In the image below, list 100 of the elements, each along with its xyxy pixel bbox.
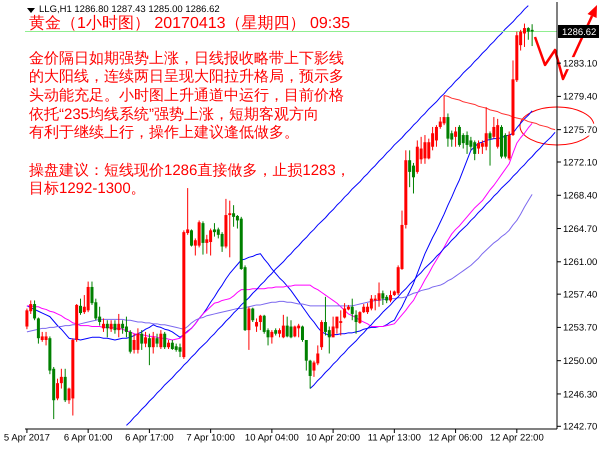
- candlestick: [473, 140, 476, 161]
- line-series: [444, 94, 556, 130]
- candlestick: [286, 316, 289, 338]
- candlestick: [530, 24, 534, 47]
- y-tick-label: 1257.40: [563, 289, 598, 300]
- candlestick: [522, 23, 526, 48]
- candlestick: [354, 310, 358, 334]
- candlestick: [170, 340, 174, 350]
- candlestick: [328, 326, 331, 354]
- y-tick-label: 1275.70: [563, 124, 598, 136]
- candlestick: [251, 307, 254, 323]
- candlestick: [255, 318, 258, 332]
- y-tick-label: 1264.70: [563, 224, 598, 235]
- candlestick: [56, 378, 60, 401]
- y-tick-label: 1279.40: [563, 92, 598, 103]
- candlestick: [282, 314, 285, 339]
- candlestick: [178, 343, 182, 358]
- candlestick: [484, 106, 488, 151]
- y-tick-label: 1242.70: [563, 422, 598, 433]
- candlestick: [300, 325, 304, 342]
- candlestick: [117, 313, 120, 338]
- x-tick-label: 11 Apr 13:00: [368, 432, 421, 444]
- annotation: 金价隔日如期强势上涨，日线报收略带上下影线的大阳线，连续两日呈现大阳拉升格局，预示多头动能充足。小时图上升通道中运行，目前价格依托“235均线系统”强势上涨，短期客观方向有利于继续上行，操作上建议逢低做多。: [29, 50, 345, 144]
- candlestick: [446, 112, 450, 148]
- candlestick: [297, 323, 300, 338]
- candlestick: [477, 140, 480, 154]
- y-tick-label: 1246.30: [563, 389, 598, 400]
- candlestick: [366, 302, 370, 314]
- candlestick: [110, 320, 113, 332]
- candlestick: [454, 126, 458, 148]
- candlestick: [389, 290, 392, 303]
- candlestick: [132, 333, 136, 354]
- candlestick: [293, 325, 296, 338]
- candlestick: [232, 204, 236, 228]
- text: 黄金（1小时图） 20170413（星期四） 09:35: [29, 14, 350, 34]
- candlestick: [466, 130, 469, 154]
- candlestick: [148, 333, 151, 366]
- x-tick-label: 12 Apr 22:00: [490, 432, 544, 444]
- candlestick: [106, 320, 109, 338]
- x-tick-label: 6 Apr 17:00: [125, 432, 174, 444]
- candlestick: [36, 317, 40, 344]
- candlestick: [262, 314, 266, 334]
- y-tick-label: 1261.00: [563, 257, 598, 268]
- candlestick: [33, 300, 36, 321]
- x-tick-label: 5 Apr 2017: [4, 432, 50, 444]
- x-tick-label: 10 Apr 04:00: [244, 432, 299, 444]
- candlestick: [209, 228, 212, 256]
- x-tick-label: 6 Apr 01:00: [64, 432, 112, 444]
- candlestick: [381, 290, 384, 306]
- candlestick: [350, 298, 354, 321]
- candlestick: [434, 124, 438, 148]
- candlestick: [408, 150, 412, 188]
- x-tick-label: 12 Apr 06:00: [428, 432, 483, 444]
- annotation: 操盘建议：短线现价1286直接做多，止损1283，目标1292-1300。: [29, 162, 351, 200]
- candlestick: [332, 316, 335, 338]
- candlestick: [128, 330, 132, 354]
- candlestick: [290, 320, 292, 339]
- y-tick-label: 1268.40: [563, 190, 598, 202]
- candlestick: [136, 328, 140, 354]
- candlestick: [370, 294, 373, 311]
- candlestick: [163, 331, 166, 350]
- candlestick: [324, 296, 327, 336]
- candlestick: [124, 316, 128, 338]
- y-tick-label: 1283.10: [563, 58, 598, 70]
- candlestick: [144, 331, 148, 348]
- x-tick-label: 10 Apr 20:00: [306, 432, 360, 444]
- candlestick: [412, 162, 415, 194]
- candlestick: [152, 331, 155, 354]
- candlestick: [270, 330, 274, 344]
- candlestick: [102, 318, 105, 332]
- candlestick: [201, 220, 204, 256]
- candlestick: [378, 282, 381, 308]
- candlestick: [220, 232, 224, 252]
- candlestick: [339, 310, 342, 336]
- candlestick: [113, 320, 116, 334]
- candlestick: [488, 130, 492, 166]
- candlestick: [442, 94, 446, 126]
- y-tick-label: 1250.00: [563, 356, 598, 368]
- candlestick: [508, 130, 511, 161]
- candlestick: [64, 368, 67, 403]
- y-tick-label: 1253.70: [563, 322, 598, 334]
- candlestick: [40, 331, 44, 342]
- candlestick: [374, 294, 377, 311]
- ref-line-label: 1286.62: [562, 26, 596, 38]
- chart-subtitle: LLG,H1 1286.80 1287.43 1285.00 1286.62: [39, 4, 220, 15]
- candlestick: [212, 222, 216, 238]
- y-tick-label: 1272.10: [563, 157, 598, 168]
- candlestick: [140, 330, 144, 350]
- candlestick: [247, 306, 250, 350]
- candlestick: [78, 298, 82, 316]
- x-tick-label: 7 Apr 10:00: [186, 432, 235, 444]
- candlestick: [258, 314, 262, 331]
- candlestick: [86, 281, 90, 313]
- candlestick: [156, 333, 159, 348]
- candlestick: [121, 320, 124, 334]
- candlestick: [423, 134, 426, 164]
- candlestick: [44, 331, 48, 346]
- candlestick: [458, 124, 461, 148]
- candlestick: [60, 368, 63, 390]
- candlestick: [159, 330, 162, 350]
